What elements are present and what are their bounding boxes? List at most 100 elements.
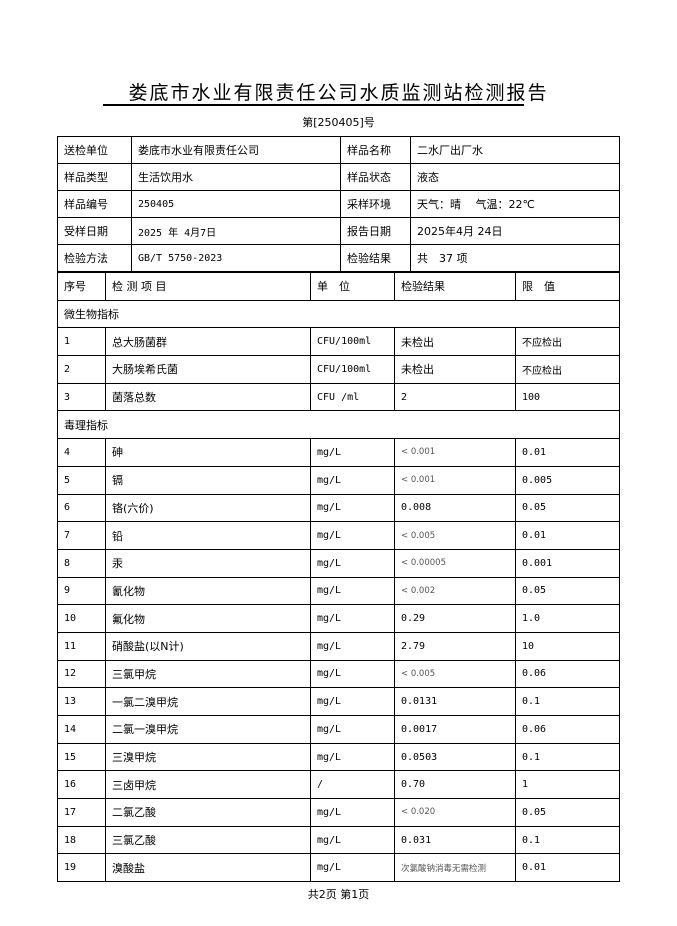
table-row: 13 一氯二溴甲烷 mg/L 0.0131 0.1 xyxy=(57,687,620,716)
unit: mg/L xyxy=(310,465,395,495)
info-label: 送检单位 xyxy=(57,136,132,164)
limit: 0.06 xyxy=(515,715,620,744)
item-name: 大肠埃希氏菌 xyxy=(105,355,311,384)
unit: CFU /ml xyxy=(310,382,395,412)
result: 0.0017 xyxy=(394,715,516,744)
info-value: 液态 xyxy=(410,163,620,191)
result: 次氯酸钠消毒无需检测 xyxy=(394,853,516,883)
limit: 不应检出 xyxy=(515,327,620,357)
info-value: 生活饮用水 xyxy=(131,163,341,191)
info-label: 样品类型 xyxy=(57,163,132,191)
table-row: 5 镉 mg/L < 0.001 0.005 xyxy=(57,465,620,495)
table-row: 15 三溴甲烷 mg/L 0.0503 0.1 xyxy=(57,742,620,772)
row-number: 4 xyxy=(57,438,106,467)
report-title: 娄底市水业有限责任公司水质监测站检测报告 xyxy=(128,82,549,104)
unit: mg/L xyxy=(310,438,395,467)
table-row: 8 汞 mg/L < 0.00005 0.001 xyxy=(57,548,620,578)
unit: mg/L xyxy=(310,742,395,772)
info-label: 检验结果 xyxy=(340,244,411,272)
table-row: 12 三氯甲烷 mg/L < 0.005 0.06 xyxy=(57,659,620,689)
info-value: 天气：晴 气温：22℃ xyxy=(410,190,620,218)
unit: mg/L xyxy=(310,687,395,716)
limit: 0.1 xyxy=(515,825,620,855)
table-row: 9 氰化物 mg/L < 0.002 0.05 xyxy=(57,576,620,606)
row-number: 3 xyxy=(57,382,106,412)
info-row: 检验方法 GB/T 5750-2023 检验结果共 37 项 xyxy=(57,244,620,272)
row-number: 17 xyxy=(57,798,106,827)
result: 0.0503 xyxy=(394,742,516,772)
item-name: 三溴甲烷 xyxy=(105,742,311,772)
unit: mg/L xyxy=(310,659,395,689)
limit: 10 xyxy=(515,631,620,661)
limit: 1 xyxy=(515,770,620,800)
table-row: 7 铅 mg/L < 0.005 0.01 xyxy=(57,521,620,550)
result: 未检出 xyxy=(394,355,516,384)
table-row: 16 三卤甲烷/0.70 1 xyxy=(57,770,620,800)
report-number: 第[250405]号 xyxy=(302,116,375,129)
unit: mg/L xyxy=(310,521,395,550)
limit: 0.1 xyxy=(515,687,620,716)
result: 0.008 xyxy=(394,493,516,523)
table-row: 2 大肠埃希氏菌 CFU/100ml 未检出 不应检出 xyxy=(57,355,620,384)
row-number: 13 xyxy=(57,687,106,716)
row-number: 15 xyxy=(57,742,106,772)
unit: / xyxy=(310,770,395,800)
row-number: 9 xyxy=(57,576,106,606)
info-value: 娄底市水业有限责任公司 xyxy=(131,136,341,164)
column-header: 限 值 xyxy=(515,272,620,301)
result: < 0.002 xyxy=(394,576,516,606)
info-label: 采样环境 xyxy=(340,190,411,218)
item-name: 三卤甲烷 xyxy=(105,770,311,800)
unit: mg/L xyxy=(310,631,395,661)
limit: 0.005 xyxy=(515,465,620,495)
row-number: 1 xyxy=(57,327,106,357)
page-footer: 共2页 第1页 xyxy=(307,888,370,901)
result: 0.29 xyxy=(394,604,516,633)
column-header: 序号 xyxy=(57,272,106,301)
limit: 100 xyxy=(515,382,620,412)
item-name: 二氯一溴甲烷 xyxy=(105,715,311,744)
item-name: 氰化物 xyxy=(105,576,311,606)
section-row: 毒理指标 xyxy=(57,410,620,440)
table-row: 17 二氯乙酸 mg/L < 0.020 0.05 xyxy=(57,798,620,827)
result: < 0.001 xyxy=(394,465,516,495)
table-row: 1 总大肠菌群 CFU/100ml 未检出 不应检出 xyxy=(57,327,620,357)
result: 0.0131 xyxy=(394,687,516,716)
limit: 0.01 xyxy=(515,853,620,883)
row-number: 11 xyxy=(57,631,106,661)
unit: mg/L xyxy=(310,798,395,827)
info-row: 受样日期 2025 年 4月7日 报告日期 2025年4月 24日 xyxy=(57,217,620,245)
row-number: 12 xyxy=(57,659,106,689)
row-number: 10 xyxy=(57,604,106,633)
row-number: 5 xyxy=(57,465,106,495)
section-title: 毒理指标 xyxy=(57,410,620,440)
limit: 1.0 xyxy=(515,604,620,633)
item-name: 三氯甲烷 xyxy=(105,659,311,689)
row-number: 6 xyxy=(57,493,106,523)
item-name: 铅 xyxy=(105,521,311,550)
column-header: 检 测 项 目 xyxy=(105,272,311,301)
section-title: 微生物指标 xyxy=(57,299,620,329)
limit: 0.001 xyxy=(515,548,620,578)
item-name: 氟化物 xyxy=(105,604,311,633)
sample-info-table: 送检单位 娄底市水业有限责任公司 样品名称 二水厂出厂水 样品类型 生活饮用水 样品状态 液态… xyxy=(57,136,620,272)
result: 0.031 xyxy=(394,825,516,855)
info-label: 受样日期 xyxy=(57,217,132,245)
info-row: 送检单位 娄底市水业有限责任公司 样品名称 二水厂出厂水 xyxy=(57,136,620,164)
info-value: GB/T 5750-2023 xyxy=(131,244,341,272)
header-row: 序号检 测 项 目单 位检验结果限 值 xyxy=(57,272,620,301)
limit: 0.05 xyxy=(515,798,620,827)
unit: CFU/100ml xyxy=(310,327,395,357)
unit: mg/L xyxy=(310,493,395,523)
limit: 0.1 xyxy=(515,742,620,772)
table-row: 6 铬(六价) mg/L 0.008 0.05 xyxy=(57,493,620,523)
row-number: 18 xyxy=(57,825,106,855)
info-row: 样品类型 生活饮用水 样品状态 液态 xyxy=(57,163,620,191)
result: 2 xyxy=(394,382,516,412)
result: 0.70 xyxy=(394,770,516,800)
info-value: 二水厂出厂水 xyxy=(410,136,620,164)
info-label: 检验方法 xyxy=(57,244,132,272)
table-row: 4 砷 mg/L < 0.001 0.01 xyxy=(57,438,620,467)
table-row: 10 氟化物 mg/L 0.29 1.0 xyxy=(57,604,620,633)
item-name: 砷 xyxy=(105,438,311,467)
